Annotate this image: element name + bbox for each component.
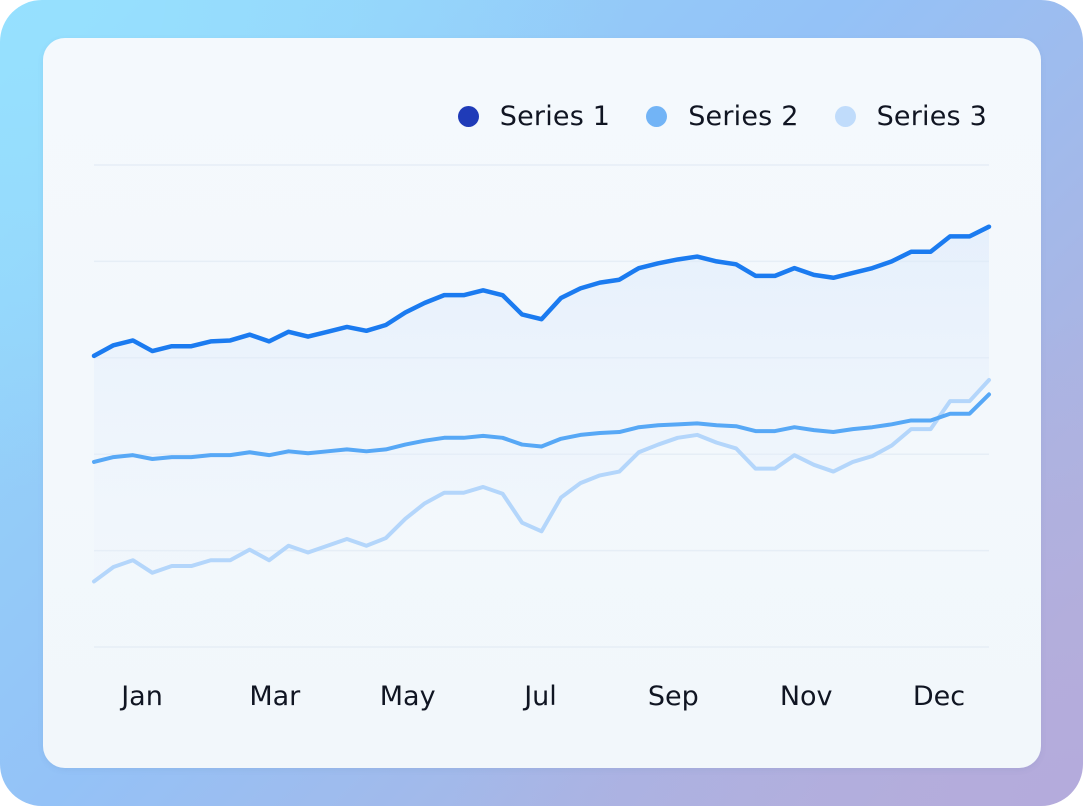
series-line-2 — [92, 392, 991, 464]
series-line-3 — [92, 377, 991, 584]
x-tick-label: Jul — [522, 681, 557, 712]
legend-label-series-2: Series 2 — [688, 100, 799, 132]
legend-item-series-3[interactable]: Series 3 — [834, 100, 987, 132]
legend-label-series-1: Series 1 — [499, 100, 611, 132]
series-band-fill — [94, 226, 989, 582]
legend-marker-series-3 — [834, 105, 856, 127]
legend-item-series-2[interactable]: Series 2 — [646, 101, 798, 132]
x-axis-ticks: Jan Mar May Jul Sep Nov Dec — [119, 681, 965, 712]
series-lines — [91, 224, 992, 584]
legend: Series 1 Series 2 Series 3 — [457, 97, 987, 135]
x-tick-label: May — [380, 681, 436, 712]
series-line-1 — [91, 224, 992, 359]
legend-marker-series-1 — [457, 105, 479, 127]
x-tick-label: Jan — [119, 681, 163, 712]
x-tick-label: Dec — [913, 681, 965, 712]
x-tick-label: Mar — [249, 681, 301, 712]
legend-marker-series-2 — [646, 105, 668, 127]
legend-label-series-3: Series 3 — [876, 100, 987, 132]
legend-item-series-1[interactable]: Series 1 — [457, 100, 611, 132]
x-tick-label: Nov — [780, 681, 833, 712]
x-tick-label: Sep — [648, 681, 699, 712]
area-fill — [94, 226, 989, 582]
